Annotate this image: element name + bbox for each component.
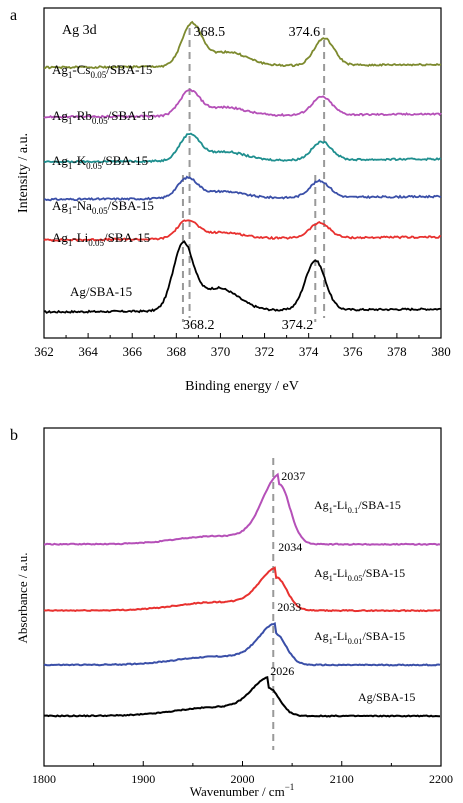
panel-a-dashed-lines — [181, 28, 326, 322]
panel-a-series-label: Ag/SBA-15 — [70, 284, 132, 299]
panel-a-tick-label: 372 — [255, 344, 275, 359]
panel-b-peak-value: 2034 — [278, 540, 302, 554]
panel-a-annotation: 374.2 — [282, 318, 314, 333]
panel-b-tick-label: 1900 — [131, 772, 155, 786]
panel-a-tick-label: 364 — [78, 344, 98, 359]
panel-a-annotation: 374.6 — [289, 25, 321, 40]
panel-a-tick-label: 362 — [34, 344, 54, 359]
panel-a-tick-label: 378 — [387, 344, 407, 359]
panel-b-label: b — [10, 427, 18, 444]
panel-a-title: Ag 3d — [62, 23, 97, 38]
chart-panel-a: a Ag 3d Intensity / a.u. Binding energy … — [10, 7, 451, 394]
panel-b-tick-label: 2200 — [429, 772, 453, 786]
panel-b-series-line — [44, 472, 441, 546]
panel-b-series-label: Ag1-Li0.05/SBA-15 — [314, 566, 405, 583]
panel-b-tick-label: 2000 — [231, 772, 255, 786]
panel-a-xticks: 362 364 366 368 370 372 374 376 378 380 — [34, 333, 451, 359]
panel-b-series-label: Ag1-Li0.01/SBA-15 — [314, 629, 405, 646]
panel-a-tick-label: 366 — [122, 344, 142, 359]
panel-a-xlabel: Binding energy / eV — [185, 379, 299, 394]
panel-a-annotation: 368.2 — [183, 318, 215, 333]
panel-b-xlabel: Wavenumber / cm−1 — [190, 782, 295, 799]
panel-a-series-line — [43, 88, 442, 119]
panel-a-annotations: 368.5 374.6 368.2 374.2 — [183, 25, 320, 333]
panel-a-ylabel: Intensity / a.u. — [16, 133, 31, 213]
panel-a-series-labels: Ag/SBA-15 Ag1-Li0.05/SBA-15 Ag1-Na0.05/SBA… — [52, 62, 154, 299]
panel-b-ylabel: Absorbance / a.u. — [15, 553, 30, 644]
panel-a-tick-label: 374 — [299, 344, 319, 359]
panel-b-series-line — [43, 566, 441, 613]
panel-b-annotations: 2026 2033 2034 2037 — [270, 469, 305, 678]
panel-a-series — [43, 20, 442, 314]
panel-a-tick-label: 368 — [167, 344, 187, 359]
panel-a-series-label: Ag1-Li0.05/SBA-15 — [52, 230, 150, 248]
panel-a-series-line — [43, 132, 442, 164]
panel-b-series-label: Ag1-Li0.1/SBA-15 — [314, 498, 401, 515]
chart-panel-b: b Absorbance / a.u. Wavenumber / cm−1 18… — [10, 427, 453, 799]
panel-a-tick-label: 376 — [343, 344, 363, 359]
panel-b-xlabel-sup: −1 — [285, 782, 295, 792]
panel-a-series-line — [43, 20, 442, 70]
panel-a-label: a — [10, 7, 17, 24]
panel-a-series-label: Ag1-Na0.05/SBA-15 — [52, 198, 154, 216]
panel-a-series-label: Ag1-K0.05/SBA-15 — [52, 153, 148, 171]
panel-b-series-line — [44, 676, 441, 718]
panel-a-annotation: 368.5 — [194, 25, 226, 40]
panel-b-peak-value: 2037 — [281, 469, 305, 483]
panel-a-tick-label: 370 — [211, 344, 231, 359]
panel-b-series-label: Ag/SBA-15 — [358, 690, 415, 704]
panel-b-xticks: 1800 1900 2000 2100 2200 — [32, 761, 453, 786]
panel-a-series-line — [43, 175, 442, 202]
panel-b-xlabel-main: Wavenumber / cm — [190, 784, 285, 799]
panel-b-peak-value: 2033 — [277, 600, 301, 614]
panel-a-series-line — [43, 240, 442, 314]
panel-a-series-label: Ag1-Rb0.05/SBA-15 — [52, 108, 154, 126]
panel-b-tick-label: 1800 — [32, 772, 56, 786]
panel-b-series-line — [43, 621, 441, 667]
panel-a-tick-label: 380 — [431, 344, 451, 359]
panel-a-series-label: Ag1-Cs0.05/SBA-15 — [52, 62, 152, 80]
panel-b-peak-value: 2026 — [270, 664, 294, 678]
panel-a-series-line — [43, 219, 442, 242]
panel-b-series-labels: Ag/SBA-15 Ag1-Li0.01/SBA-15 Ag1-Li0.05/SBA… — [314, 498, 415, 704]
panel-b-tick-label: 2100 — [330, 772, 354, 786]
panel-b-series — [43, 472, 441, 718]
